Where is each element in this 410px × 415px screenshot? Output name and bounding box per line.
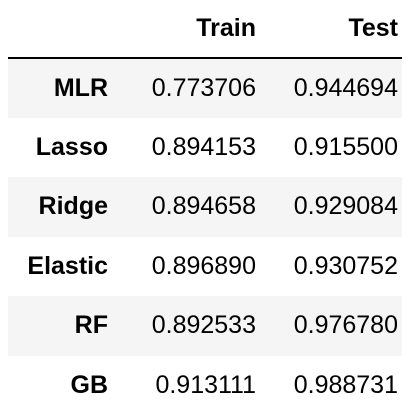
column-header-train: Train bbox=[120, 0, 260, 59]
row-label: GB bbox=[70, 370, 109, 399]
test-score: 0.988731 bbox=[293, 370, 398, 399]
test-score: 0.976780 bbox=[293, 311, 398, 340]
results-table: Train Test MLR 0.773706 0.944694 Lasso 0… bbox=[8, 0, 402, 415]
row-label: RF bbox=[74, 311, 108, 340]
index-header bbox=[8, 0, 120, 59]
train-score: 0.773706 bbox=[151, 73, 256, 102]
train-score: 0.892533 bbox=[151, 311, 256, 340]
table-row: Ridge 0.894658 0.929084 bbox=[8, 177, 402, 237]
row-label: Ridge bbox=[38, 192, 108, 221]
table-row: RF 0.892533 0.976780 bbox=[8, 296, 402, 356]
row-label: Lasso bbox=[35, 132, 108, 161]
header-row: Train Test bbox=[8, 0, 402, 59]
row-label: MLR bbox=[53, 73, 108, 102]
table-row: Elastic 0.896890 0.930752 bbox=[8, 236, 402, 296]
test-score: 0.915500 bbox=[293, 132, 398, 161]
row-label: Elastic bbox=[27, 251, 108, 280]
table-body: MLR 0.773706 0.944694 Lasso 0.894153 0.9… bbox=[8, 58, 402, 415]
train-score: 0.913111 bbox=[155, 370, 256, 399]
table-row: GB 0.913111 0.988731 bbox=[8, 355, 402, 415]
table-header: Train Test bbox=[8, 0, 402, 59]
table-row: MLR 0.773706 0.944694 bbox=[8, 58, 402, 118]
table-row: Lasso 0.894153 0.915500 bbox=[8, 117, 402, 177]
column-header-test: Test bbox=[260, 0, 402, 59]
train-score: 0.894153 bbox=[151, 132, 256, 161]
test-score: 0.930752 bbox=[293, 251, 398, 280]
test-score: 0.944694 bbox=[293, 73, 398, 102]
train-score: 0.896890 bbox=[151, 251, 256, 280]
test-score: 0.929084 bbox=[293, 192, 398, 221]
train-score: 0.894658 bbox=[151, 192, 256, 221]
